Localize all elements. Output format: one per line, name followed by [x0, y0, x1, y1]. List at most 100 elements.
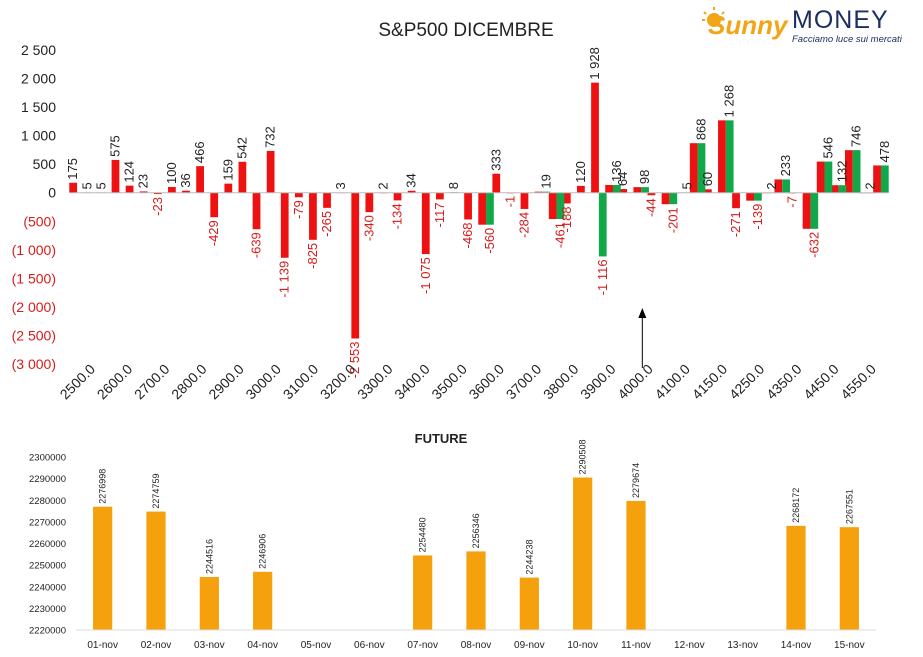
data-label: 60 [700, 172, 715, 186]
data-label: -44 [643, 198, 658, 217]
data-label: 2256346 [471, 513, 481, 548]
x-tick-label: 2600.0 [94, 361, 136, 403]
y-tick-label: 2290000 [29, 474, 66, 485]
bar [464, 192, 472, 220]
bar [309, 192, 317, 240]
y-tick-label: 1 500 [21, 99, 56, 115]
x-tick-label: 4150.0 [689, 361, 731, 403]
bar [224, 183, 233, 193]
data-label: -188 [559, 206, 574, 232]
x-tick-label: 07-nov [407, 640, 438, 651]
sunny-money-logo: Sunny MONEY Facciamo luce sui mercati [700, 4, 915, 50]
bar [413, 555, 433, 630]
y-tick-label: 2270000 [29, 517, 66, 528]
x-tick-label: 2800.0 [168, 361, 210, 403]
data-label: 36 [178, 173, 193, 187]
logo-tagline: Facciamo luce sui mercati [792, 34, 903, 45]
bar [802, 192, 811, 229]
data-label: 466 [192, 141, 207, 163]
data-label: 2267551 [844, 489, 854, 524]
data-label: 100 [164, 162, 179, 184]
bar [844, 150, 853, 193]
data-label: 2254480 [418, 517, 428, 552]
y-tick-label: (2 000) [12, 299, 56, 315]
bar [69, 182, 78, 193]
x-tick-label: 08-nov [461, 640, 492, 651]
bar [253, 571, 273, 630]
data-label: -79 [291, 200, 306, 219]
bar [294, 192, 303, 198]
bar [754, 192, 762, 201]
data-label: -117 [432, 202, 447, 227]
x-tick-label: 05-nov [301, 640, 332, 651]
bar [591, 82, 599, 193]
y-tick-label: (1 500) [12, 270, 56, 286]
data-label: 159 [220, 159, 235, 181]
bar [542, 191, 551, 193]
y-tick-label: 500 [33, 156, 57, 172]
bar [252, 192, 261, 230]
data-label: 120 [573, 161, 588, 183]
bar [280, 192, 289, 258]
bar [199, 576, 219, 630]
data-label: 2290508 [578, 439, 588, 474]
bar [266, 150, 275, 193]
data-label: 575 [107, 135, 122, 157]
data-label: 2244516 [204, 539, 214, 574]
bar [548, 192, 557, 220]
bar [196, 166, 204, 193]
data-label: 2 [863, 182, 878, 189]
bar [830, 185, 839, 193]
logo-graphic: Sunny MONEY Facciamo luce sui mercati [702, 6, 903, 45]
sp500-bars [69, 82, 889, 339]
x-tick-label: 3600.0 [466, 361, 508, 403]
data-label: 2279674 [631, 463, 641, 498]
data-label: 2 [375, 182, 390, 189]
y-tick-label: 2260000 [29, 539, 66, 550]
bar [718, 120, 726, 193]
data-label: 2274759 [151, 474, 161, 509]
sun-icon [702, 7, 725, 27]
data-label: -139 [750, 204, 765, 230]
x-tick-label: 14-nov [781, 640, 812, 651]
x-tick-label: 11-nov [621, 640, 651, 651]
x-tick-label: 3800.0 [540, 361, 582, 403]
logo-money-text: MONEY [792, 6, 889, 34]
y-tick-label: (2 500) [12, 327, 56, 343]
data-label: 546 [820, 137, 835, 159]
bar [125, 185, 134, 193]
bar [407, 190, 416, 193]
bar [556, 192, 565, 220]
future-data-labels: 2276998 2274759 2244516 2246906 2254480 22563… [98, 439, 855, 574]
x-tick-label: 04-nov [247, 640, 278, 651]
data-label: 333 [488, 149, 503, 171]
bar [139, 191, 148, 193]
bar [238, 161, 247, 193]
data-label: 2 [764, 182, 779, 189]
data-label: 5 [93, 182, 108, 189]
bar [852, 150, 861, 193]
y-tick-label: 2280000 [29, 496, 66, 507]
data-label: -271 [728, 211, 743, 237]
bar [824, 161, 833, 193]
future-chart-title: FUTURE [415, 431, 468, 446]
x-tick-label: 4250.0 [726, 361, 768, 403]
x-tick-label: 01-nov [87, 640, 118, 651]
data-label: 2268172 [791, 488, 801, 523]
bar [703, 189, 712, 193]
data-label: -7 [784, 196, 799, 208]
bar [816, 161, 825, 193]
bar [153, 192, 162, 195]
bar [573, 477, 593, 630]
x-tick-label: 3400.0 [391, 361, 433, 403]
bar [689, 143, 698, 193]
bar [661, 192, 670, 205]
y-tick-label: 2250000 [29, 561, 66, 572]
bar [786, 525, 806, 630]
x-tick-label: 03-nov [194, 640, 225, 651]
bar [520, 192, 529, 209]
bar [619, 189, 628, 193]
x-tick-label: 2500.0 [57, 361, 99, 403]
bar [732, 192, 740, 209]
